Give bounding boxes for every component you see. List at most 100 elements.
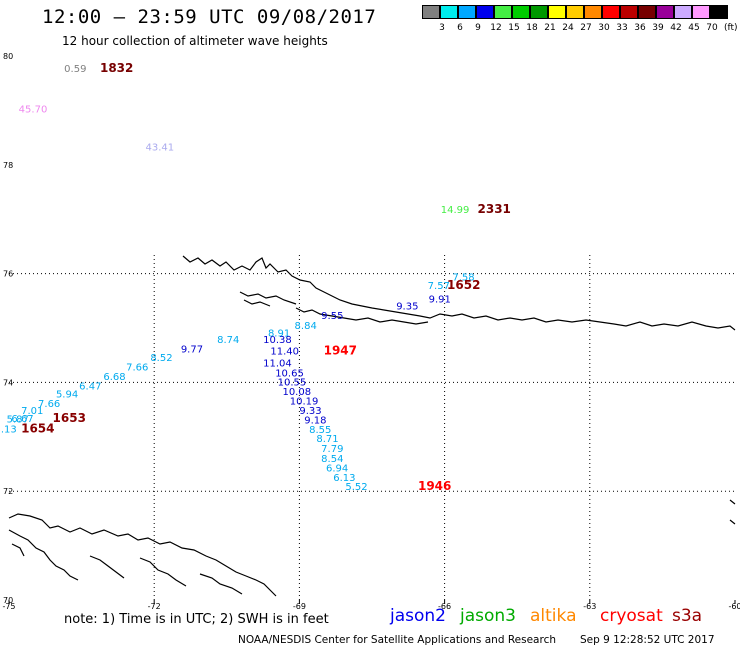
legend-swatch [692, 5, 710, 19]
legend-label: 6 [457, 23, 463, 33]
coastline-segment [8, 513, 277, 597]
legend-label: 18 [526, 23, 538, 33]
satellite-name: jason3 [460, 606, 516, 626]
satellite-name: cryosat [600, 606, 663, 626]
lat-tick-label: 74 [3, 378, 13, 387]
pass-time-label: 1832 [100, 61, 133, 75]
wave-height-label: 10.08 [282, 387, 311, 398]
legend-unit: (ft) [724, 23, 738, 33]
wave-height-label: 7.66 [126, 362, 148, 373]
lon-tick-label: -75 [2, 602, 15, 611]
wave-height-label: 14.99 [441, 205, 470, 216]
wave-height-label: 8.52 [150, 353, 172, 364]
lat-lon-grid [9, 255, 735, 600]
wave-height-label: 7.57 [428, 281, 450, 292]
legend-label: 24 [562, 23, 574, 33]
legend-label: 36 [634, 23, 646, 33]
wave-height-label: 45.70 [19, 105, 48, 116]
wave-height-label: 6.47 [79, 381, 101, 392]
footnote: note: 1) Time is in UTC; 2) SWH is in fe… [64, 612, 329, 627]
wave-height-label: 8.55 [309, 425, 331, 436]
coastline-segment [243, 299, 271, 307]
lat-tick-label: 78 [3, 161, 13, 170]
wave-height-label: 7.58 [452, 273, 474, 284]
wave-height-label: 8.84 [295, 321, 317, 332]
wave-height-label: 0.59 [64, 64, 86, 75]
wave-height-label: 6.13 [333, 473, 355, 484]
coastline-segment [11, 543, 25, 557]
legend-label: 45 [688, 23, 700, 33]
legend-swatch [512, 5, 530, 19]
wave-height-label: 5.94 [56, 390, 78, 401]
pass-time-label: 1946 [418, 479, 451, 493]
satellite-name: altika [530, 606, 577, 626]
lon-tick-label: -63 [583, 602, 596, 611]
lat-tick-label: 76 [3, 270, 13, 279]
legend-label: 12 [490, 23, 502, 33]
wave-height-label: 10.19 [290, 397, 319, 408]
legend-swatch [656, 5, 674, 19]
coastline-segment [295, 307, 429, 325]
lon-tick-label: -66 [438, 602, 451, 611]
legend-label: 42 [670, 23, 682, 33]
wave-height-label: 10.65 [275, 368, 304, 379]
legend-swatch [674, 5, 692, 19]
wave-height-label: 9.33 [299, 406, 321, 417]
coastline [8, 255, 736, 597]
wave-height-label: 5.52 [345, 482, 367, 493]
wave-height-label: 11.40 [270, 347, 299, 358]
wave-height-label: 3.13 [0, 424, 17, 435]
coastline-segment [729, 499, 736, 525]
lon-tick-label: -69 [293, 602, 306, 611]
lat-tick-label: 80 [3, 52, 13, 61]
coastline-segment [8, 529, 79, 581]
pass-time-label: 1654 [21, 421, 54, 435]
legend-swatch [710, 5, 728, 19]
legend-label: 21 [544, 23, 556, 33]
legend-label: 3 [439, 23, 445, 33]
wave-height-label: 9.18 [304, 416, 326, 427]
pass-time-label: 2331 [478, 202, 511, 216]
coastline-segment [182, 255, 736, 331]
generated-timestamp: Sep 9 12:28:52 UTC 2017 [580, 634, 715, 646]
wave-height-label: 10.55 [278, 378, 307, 389]
satellite-name: jason2 [390, 606, 446, 626]
wave-height-label: 9.35 [396, 302, 418, 313]
wave-height-label: 11.04 [263, 359, 292, 370]
wave-height-label: 9.77 [181, 344, 203, 355]
wave-height-label: 8.54 [321, 454, 343, 465]
legend-label: 70 [706, 23, 718, 33]
coastline-segment [89, 555, 125, 579]
legend-label: 9 [475, 23, 481, 33]
wave-height-label: 8.91 [268, 329, 290, 340]
credit-line: NOAA/NESDIS Center for Satellite Applica… [238, 634, 556, 646]
map-axes: 80 78 76 74 72 70-75 -72 -69 -66 -63 -60 [2, 52, 740, 611]
wave-height-label: 6.68 [103, 372, 125, 383]
legend-label: 33 [616, 23, 628, 33]
wave-height-label: 7.79 [321, 444, 343, 455]
lat-tick-label: 70 [3, 596, 13, 605]
wave-height-label: 8.71 [316, 434, 338, 445]
wave-height-label: 7.01 [21, 406, 43, 417]
satellite-name: s3a [672, 606, 703, 626]
legend-swatch [530, 5, 548, 19]
legend-swatch [602, 5, 620, 19]
wave-height-label: 8.74 [217, 335, 239, 346]
legend-label: 30 [598, 23, 610, 33]
legend-label: 15 [508, 23, 520, 33]
coastline-segment [199, 573, 243, 595]
legend-swatch [566, 5, 584, 19]
wave-height-label: 5.87 [7, 415, 29, 426]
legend-swatch [638, 5, 656, 19]
legend-swatch [422, 5, 440, 19]
legend-swatch [584, 5, 602, 19]
wave-height-label: 10.38 [263, 335, 292, 346]
legend-swatch [458, 5, 476, 19]
lat-tick-label: 72 [3, 487, 13, 496]
legend-swatch [494, 5, 512, 19]
wave-height-label: 7.66 [38, 399, 60, 410]
pass-time-label: 1947 [324, 344, 357, 358]
pass-time-label: 1652 [447, 278, 480, 292]
